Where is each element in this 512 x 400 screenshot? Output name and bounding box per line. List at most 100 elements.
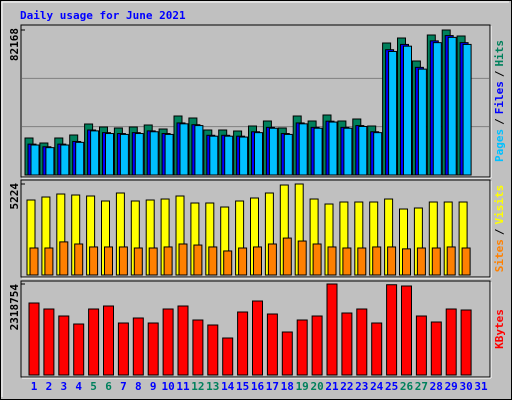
bar <box>311 315 323 376</box>
x-tick-label: 18 <box>281 380 294 393</box>
x-tick-label: 30 <box>459 380 472 393</box>
bar <box>371 322 383 376</box>
bar <box>88 308 100 376</box>
legend-separator: / <box>493 70 506 77</box>
chart-title: Daily usage for June 2021 <box>20 9 186 22</box>
bar <box>238 247 248 276</box>
bar <box>30 144 40 176</box>
bar <box>162 308 174 376</box>
legend-separator: / <box>493 118 506 125</box>
bar <box>386 284 398 376</box>
bar <box>105 133 114 176</box>
x-tick-label: 11 <box>176 380 190 393</box>
bar <box>43 308 55 376</box>
bar <box>207 324 219 376</box>
x-tick-label: 26 <box>400 380 414 393</box>
bar <box>267 243 277 276</box>
bar <box>237 311 249 376</box>
bar <box>163 246 173 276</box>
bar <box>192 319 204 376</box>
x-tick-label: 13 <box>206 380 219 393</box>
bar <box>224 135 234 176</box>
x-tick-label: 15 <box>236 380 249 393</box>
bar <box>298 123 308 176</box>
bar <box>134 133 144 176</box>
y-tick-label: 82168 <box>8 28 21 61</box>
legend-separator: / <box>493 228 506 235</box>
bar <box>103 305 114 376</box>
legend-entry: Pages <box>493 129 506 162</box>
x-tick-label: 4 <box>75 380 82 393</box>
bar <box>118 246 128 276</box>
bar <box>119 133 129 176</box>
bar <box>268 127 278 176</box>
bar <box>312 243 322 276</box>
bar <box>74 243 84 276</box>
bar <box>266 313 278 376</box>
x-tick-label: 17 <box>266 380 279 393</box>
bar <box>194 125 204 176</box>
bar <box>357 247 367 276</box>
bar <box>328 121 338 176</box>
x-tick-label: 14 <box>221 380 235 393</box>
bar <box>341 312 353 376</box>
bar <box>356 308 368 376</box>
bar <box>90 130 100 176</box>
x-tick-label: 19 <box>296 380 309 393</box>
bar <box>253 246 262 276</box>
x-tick-label: 20 <box>310 380 323 393</box>
bar <box>208 246 218 276</box>
bar <box>239 136 249 176</box>
legend-entry: KBytes <box>493 309 506 349</box>
legend-entry: Sites <box>493 239 506 272</box>
bar <box>132 317 144 376</box>
legend: Sites / Visits <box>493 185 506 273</box>
bar <box>104 246 113 276</box>
x-tick-label: 29 <box>445 380 458 393</box>
bar <box>388 50 398 176</box>
y-tick-label: 5224 <box>8 183 21 210</box>
bar <box>177 305 189 376</box>
legend: Pages / Files / Hits <box>493 40 506 162</box>
bar <box>254 132 263 176</box>
bar <box>281 331 293 376</box>
bar <box>372 246 382 276</box>
bar <box>461 247 471 276</box>
bar <box>282 237 292 276</box>
x-tick-label: 3 <box>60 380 67 393</box>
bar <box>343 127 353 176</box>
bar <box>296 319 308 376</box>
bar <box>417 68 427 176</box>
bar <box>223 250 233 276</box>
bar <box>460 309 472 376</box>
bar <box>416 247 426 276</box>
legend-entry: Hits <box>493 40 506 67</box>
bar <box>430 321 442 376</box>
bar <box>283 133 293 176</box>
bar <box>89 246 99 276</box>
x-tick-label: 24 <box>370 380 384 393</box>
bar <box>29 247 39 276</box>
bar <box>28 302 40 376</box>
bar <box>342 247 352 276</box>
bar <box>147 322 159 376</box>
x-tick-label: 1 <box>31 380 38 393</box>
bar <box>446 246 456 276</box>
bar <box>193 244 203 276</box>
x-tick-label: 28 <box>430 380 443 393</box>
x-tick-label: 21 <box>325 380 339 393</box>
bar <box>297 240 307 276</box>
x-tick-label: 27 <box>415 380 428 393</box>
bar <box>401 285 412 376</box>
bar <box>358 125 368 176</box>
bar <box>326 283 338 376</box>
x-tick-label: 2 <box>46 380 53 393</box>
bar <box>117 322 129 376</box>
bar <box>327 246 337 276</box>
x-tick-label: 8 <box>135 380 142 393</box>
legend-entry: Files <box>493 81 506 114</box>
x-tick-label: 22 <box>340 380 353 393</box>
bar <box>178 243 188 276</box>
y-tick-label: 2318754 <box>8 284 21 331</box>
